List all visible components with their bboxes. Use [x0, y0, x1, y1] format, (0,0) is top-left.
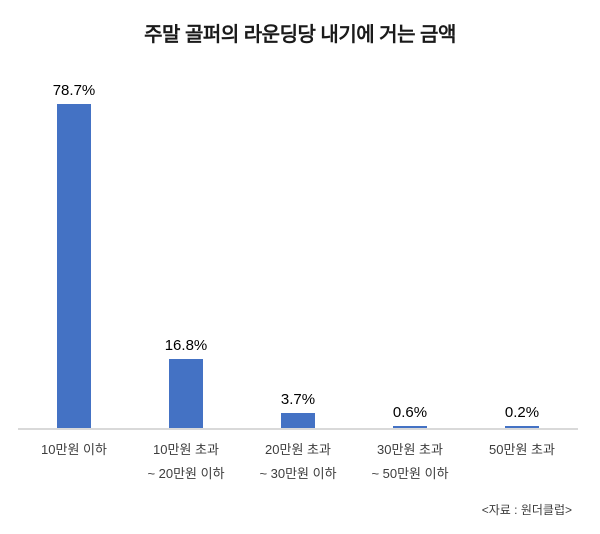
- bar: [169, 358, 203, 428]
- bar: [505, 426, 539, 428]
- category-label: 20만원 초과 ~ 30만원 이하: [259, 442, 337, 482]
- value-label: 3.7%: [280, 390, 316, 408]
- value-label: 78.7%: [52, 81, 96, 99]
- bar-column: 0.2%: [466, 80, 578, 428]
- bar: [57, 103, 91, 428]
- bar-column: 78.7%: [18, 80, 130, 428]
- plot-area: 78.7% 16.8% 3.7% 0.6% 0.2%: [18, 80, 578, 430]
- x-axis-labels: 10만원 이하 10만원 초과 ~ 20만원 이하 20만원 초과 ~ 30만원 이하 3…: [18, 438, 578, 486]
- source-note: <자료 : 원더클럽>: [481, 503, 572, 517]
- value-label: 0.6%: [392, 403, 428, 421]
- category-label: 10만원 이하: [41, 442, 107, 457]
- value-label: 16.8%: [164, 336, 208, 354]
- bar-column: 0.6%: [354, 80, 466, 428]
- bar: [393, 425, 427, 428]
- value-label: 0.2%: [504, 404, 540, 421]
- bar: [281, 412, 315, 428]
- category-label: 30만원 초과 ~ 50만원 이하: [371, 442, 449, 482]
- category-label: 50만원 초과: [489, 442, 555, 457]
- category-label: 10만원 초과 ~ 20만원 이하: [147, 442, 225, 482]
- bar-column: 3.7%: [242, 80, 354, 428]
- bar-column: 16.8%: [130, 80, 242, 428]
- chart-title: 주말 골퍼의 라운딩당 내기에 거는 금액: [144, 24, 456, 46]
